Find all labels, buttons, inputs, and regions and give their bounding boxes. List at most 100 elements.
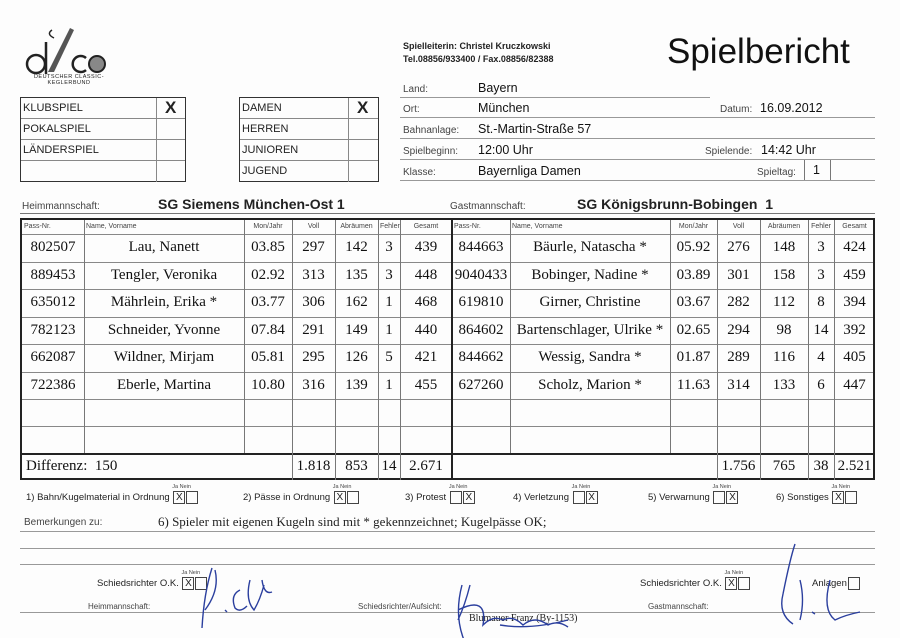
guest-player-cell: 6 (817, 377, 825, 393)
ja-nein-header: Ja Nein (332, 484, 352, 491)
spielende-label: Spielende: (705, 146, 753, 157)
guest-column-header: Gesamt (842, 223, 867, 230)
game-type-checkbox[interactable] (156, 119, 185, 140)
spielende-value: 14:42 Uhr (761, 143, 816, 157)
category-label: HERREN (240, 119, 348, 140)
ja-checkbox[interactable]: X (832, 491, 845, 504)
klasse-value: Bayernliga Damen (478, 164, 581, 178)
home-player-cell: 802507 (30, 239, 76, 255)
ja-checkbox[interactable]: X (173, 491, 186, 504)
guest-column-header: Abräumen (767, 223, 801, 230)
home-signature-label: Heimmannschaft: (88, 602, 151, 611)
home-total-cell: 2.671 (409, 458, 443, 474)
home-player-cell: 142 (345, 239, 368, 255)
guest-player-cell: Girner, Christine (539, 294, 641, 310)
category-label: DAMEN (240, 98, 348, 119)
home-referee-ja-checkbox[interactable]: X (182, 577, 195, 590)
check-label: 3) Protest (405, 492, 447, 504)
guest-player-cell: 394 (843, 294, 866, 310)
ja-nein-header: Ja Nein (448, 484, 468, 491)
guest-player-cell: 276 (727, 239, 750, 255)
game-type-label: KLUBSPIEL (21, 98, 156, 119)
guest-player-cell: 282 (727, 294, 750, 310)
category-label: JUNIOREN (240, 140, 348, 161)
ja-checkbox[interactable] (572, 491, 585, 504)
home-player-cell: 03.85 (251, 239, 285, 255)
nein-checkbox[interactable]: X (726, 491, 739, 504)
game-type-checkbox[interactable] (156, 161, 185, 182)
referee-name: Blumauer Franz (By-1153) (469, 613, 578, 624)
nein-checkbox[interactable]: X (462, 491, 475, 504)
guest-player-cell: Scholz, Marion * (538, 377, 642, 393)
ja-checkbox[interactable]: X (333, 491, 346, 504)
home-referee-ok-label: Schiedsrichter O.K. (97, 578, 179, 590)
home-column-header: Fehler (380, 223, 400, 230)
check-label: 5) Verwarnung (648, 492, 710, 504)
home-player-cell: 455 (414, 377, 438, 393)
home-player-cell: 635012 (30, 294, 76, 310)
check-label: 1) Bahn/Kugelmaterial in Ordnung (26, 492, 170, 504)
dkbc-logo: DEUTSCHER CLASSIC-KEGLERBUND (24, 22, 114, 86)
check-item: 2) Pässe in Ordnung Ja Nein X (243, 484, 359, 504)
guest-total-cell: 765 (772, 458, 796, 474)
ja-nein-header: Ja Nein (712, 484, 732, 491)
category-checkbox[interactable] (348, 98, 378, 119)
guest-column-header: Name, Vorname (512, 223, 563, 230)
guest-player-cell: 158 (772, 267, 796, 283)
home-player-cell: 149 (345, 322, 368, 338)
home-player-cell: 139 (345, 377, 368, 393)
check-item: 1) Bahn/Kugelmaterial in Ordnung Ja Nein… (26, 484, 199, 504)
nein-checkbox[interactable] (845, 491, 858, 504)
guest-player-cell: 133 (772, 377, 796, 393)
game-type-checkbox[interactable] (156, 98, 185, 119)
guest-player-cell: 03.67 (676, 294, 711, 310)
home-column-header: Name, Vorname (86, 223, 137, 230)
check-label: 6) Sonstiges (776, 492, 829, 504)
home-player-cell: Tengler, Veronika (110, 267, 218, 283)
guest-player-cell: 4 (817, 349, 825, 365)
guest-referee-ok-label: Schiedsrichter O.K. (640, 578, 722, 590)
ja-checkbox[interactable] (449, 491, 462, 504)
category-checkbox[interactable] (348, 140, 378, 161)
ja-checkbox[interactable] (713, 491, 726, 504)
guest-referee-ja-checkbox[interactable]: X (725, 577, 738, 590)
home-column-header: Mon/Jahr (253, 223, 283, 230)
nein-checkbox[interactable] (186, 491, 199, 504)
home-player-cell: 1 (385, 377, 393, 393)
check-item: 6) Sonstiges Ja Nein X (776, 484, 858, 504)
home-signature-icon (201, 567, 273, 629)
guest-player-cell: 3 (817, 239, 825, 255)
home-player-cell: 10.80 (251, 377, 285, 393)
ort-label: Ort: (403, 104, 420, 115)
guest-player-cell: 112 (773, 294, 795, 310)
home-player-cell: 468 (414, 294, 438, 310)
guest-total-cell: 1.756 (721, 458, 756, 474)
guest-player-cell: 01.87 (676, 349, 711, 365)
home-player-cell: Mährlein, Erika * (110, 294, 218, 310)
game-type-checkbox[interactable] (156, 140, 185, 161)
check-label: 4) Verletzung (513, 492, 569, 504)
category-checkbox[interactable] (348, 161, 378, 182)
ja-nein-header: Ja Nein (181, 570, 201, 577)
nein-checkbox[interactable] (346, 491, 359, 504)
ja-nein-header: Ja Nein (571, 484, 591, 491)
spielbeginn-label: Spielbeginn: (403, 146, 459, 157)
guest-player-cell: 289 (727, 349, 750, 365)
guest-player-cell: 3 (817, 267, 825, 283)
guest-team-label: Gastmannschaft: (450, 201, 526, 212)
guest-player-cell: 05.92 (676, 239, 711, 255)
guest-referee-nein-checkbox[interactable] (738, 577, 751, 590)
anlagen-checkbox[interactable] (847, 577, 860, 590)
guest-player-cell: 148 (772, 239, 796, 255)
guest-player-cell: Bäurle, Natascha * (533, 239, 647, 255)
category-box (239, 97, 379, 182)
guest-player-cell: 447 (843, 377, 866, 393)
ja-nein-header: Ja Nein (831, 484, 851, 491)
guest-player-cell: 864602 (458, 322, 504, 338)
differenz: Differenz: 150 (26, 458, 118, 474)
nein-checkbox[interactable]: X (585, 491, 598, 504)
home-referee-nein-checkbox[interactable] (195, 577, 208, 590)
home-player-cell: 440 (414, 322, 438, 338)
category-checkbox[interactable] (348, 119, 378, 140)
home-referee-ok: Schiedsrichter O.K. Ja Nein X (97, 570, 208, 590)
